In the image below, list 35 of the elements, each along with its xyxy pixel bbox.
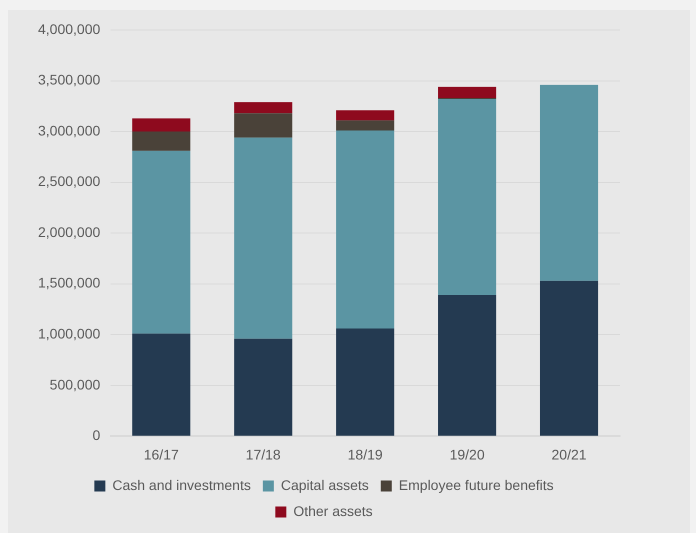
bar	[132, 132, 190, 151]
bar	[132, 334, 190, 436]
bar	[540, 280, 598, 436]
bar	[336, 130, 394, 329]
x-tick-label: 17/18	[246, 446, 281, 462]
bar	[234, 338, 292, 436]
legend-label: Cash and investments	[112, 476, 251, 493]
bar	[132, 118, 190, 132]
y-tick-label: 0	[92, 427, 100, 444]
legend-label: Capital assets	[280, 476, 369, 493]
bar	[438, 99, 496, 296]
y-tick-label: 4,000,000	[38, 20, 100, 37]
y-tick-label: 3,000,000	[38, 122, 100, 138]
bar	[336, 328, 394, 436]
bar	[336, 110, 394, 120]
x-tick-label: 18/19	[348, 446, 383, 462]
x-tick-label: 20/21	[552, 446, 587, 462]
bar	[132, 150, 190, 334]
x-tick-label: 16/17	[144, 446, 179, 462]
bar	[540, 84, 598, 281]
bar	[438, 295, 496, 436]
bar	[234, 102, 292, 114]
bar	[336, 120, 394, 131]
y-tick-label: 1,500,000	[38, 274, 100, 291]
y-tick-label: 1,000,000	[38, 326, 100, 342]
y-tick-label: 2,500,000	[38, 173, 100, 190]
legend-label: Other assets	[293, 502, 373, 519]
bar	[234, 138, 292, 339]
x-tick-label: 19/20	[450, 446, 485, 462]
bar	[438, 86, 496, 98]
legend-label: Employee future benefits	[398, 476, 554, 493]
y-tick-label: 500,000	[50, 376, 100, 392]
y-tick-label: 3,500,000	[38, 72, 100, 88]
bar	[234, 113, 292, 138]
y-tick-label: 2,000,000	[38, 224, 100, 240]
